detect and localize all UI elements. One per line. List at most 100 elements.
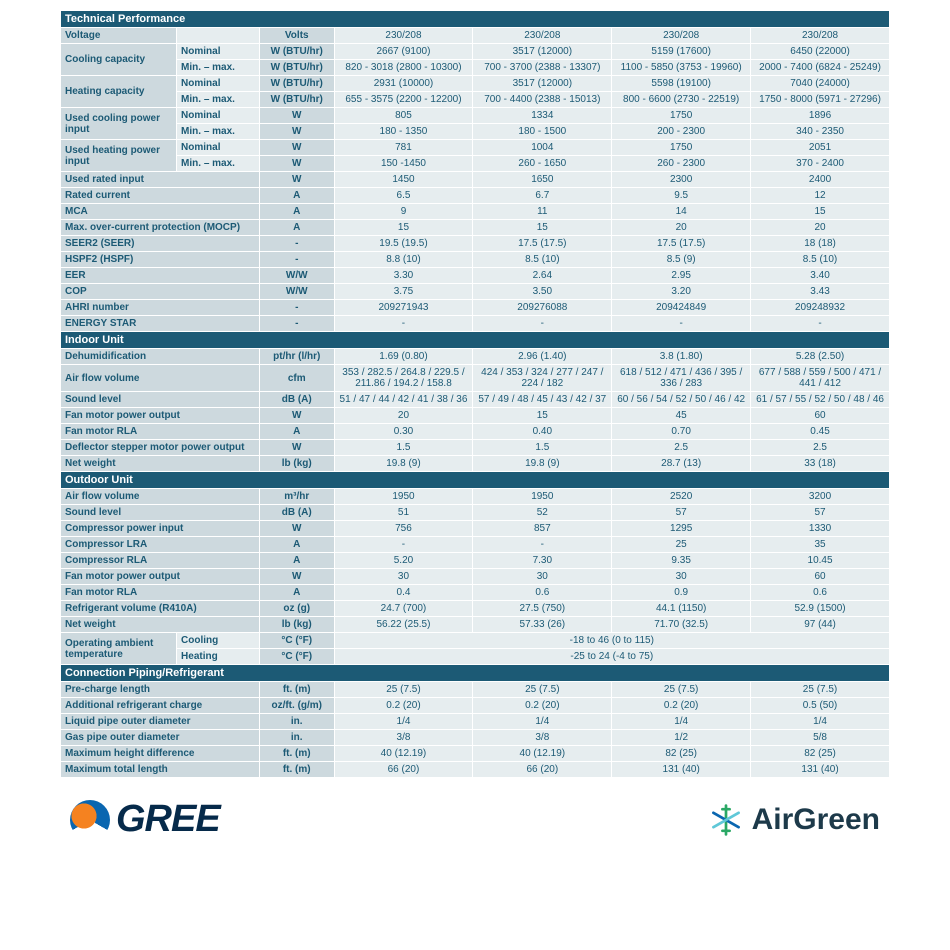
section-header-outdoor: Outdoor Unit [61,472,890,489]
airgreen-logo: AirGreen [708,802,880,838]
row-label: Additional refrigerant charge [61,698,260,714]
row-label: Maximum height difference [61,746,260,762]
row-val: 230/208 [473,28,612,44]
row-val: - [473,537,612,553]
row-val: 10.45 [751,553,890,569]
row-val: 0.40 [473,424,612,440]
row-unit: lb (kg) [259,617,334,633]
row-val: 61 / 57 / 55 / 52 / 50 / 48 / 46 [751,392,890,408]
row-unit: W [259,140,334,156]
gree-swoosh-icon [70,800,110,840]
row-val: 1896 [751,108,890,124]
row-val: 1/4 [751,714,890,730]
row-val: 2667 (9100) [334,44,473,60]
row-val: 1334 [473,108,612,124]
row-val: 44.1 (1150) [612,601,751,617]
row-unit: A [259,204,334,220]
row-val: - [334,537,473,553]
row-unit: W [259,108,334,124]
row-val: 618 / 512 / 471 / 436 / 395 / 336 / 283 [612,365,751,392]
row-sublabel: Min. – max. [177,156,260,172]
row-val: 150 -1450 [334,156,473,172]
row-val: 353 / 282.5 / 264.8 / 229.5 / 211.86 / 1… [334,365,473,392]
row-unit: ft. (m) [259,746,334,762]
row-val: 14 [612,204,751,220]
row-sublabel: Cooling [177,633,260,649]
row-val: 655 - 3575 (2200 - 12200) [334,92,473,108]
row-val: 8.8 (10) [334,252,473,268]
row-label: Compressor RLA [61,553,260,569]
row-val: 0.70 [612,424,751,440]
row-sublabel: Min. – max. [177,92,260,108]
row-val: 1450 [334,172,473,188]
row-val: 820 - 3018 (2800 - 10300) [334,60,473,76]
row-unit: W (BTU/hr) [259,76,334,92]
row-val: 57 / 49 / 48 / 45 / 43 / 42 / 37 [473,392,612,408]
row-label: Pre-charge length [61,682,260,698]
row-val: 0.2 (20) [334,698,473,714]
row-label: Net weight [61,456,260,472]
row-unit: - [259,252,334,268]
row-label: Air flow volume [61,489,260,505]
row-val: 0.4 [334,585,473,601]
row-val: 6450 (22000) [751,44,890,60]
row-val: 700 - 3700 (2388 - 13307) [473,60,612,76]
row-val: 0.2 (20) [612,698,751,714]
row-val: 9.5 [612,188,751,204]
row-val: 1.5 [473,440,612,456]
row-val: 52 [473,505,612,521]
row-val: 1750 [612,108,751,124]
row-val: 0.5 (50) [751,698,890,714]
row-val: 3/8 [334,730,473,746]
row-unit: W [259,440,334,456]
row-val: 19.5 (19.5) [334,236,473,252]
row-val: 3.75 [334,284,473,300]
row-val: 131 (40) [612,762,751,778]
row-unit: W [259,172,334,188]
row-label: Heating capacity [61,76,177,108]
row-unit: oz/ft. (g/m) [259,698,334,714]
row-val: 51 / 47 / 44 / 42 / 41 / 38 / 36 [334,392,473,408]
row-val: 66 (20) [334,762,473,778]
row-sublabel: Min. – max. [177,60,260,76]
row-val: 756 [334,521,473,537]
row-unit: W/W [259,284,334,300]
row-label: Fan motor RLA [61,585,260,601]
row-val: 9.35 [612,553,751,569]
row-unit: Volts [259,28,334,44]
row-sublabel: Nominal [177,76,260,92]
row-val: 260 - 2300 [612,156,751,172]
row-unit: A [259,188,334,204]
row-val: 800 - 6600 (2730 - 22519) [612,92,751,108]
section-header-piping: Connection Piping/Refrigerant [61,665,890,682]
row-val: 2300 [612,172,751,188]
row-val: 2931 (10000) [334,76,473,92]
row-unit: W [259,124,334,140]
row-val: 424 / 353 / 324 / 277 / 247 / 224 / 182 [473,365,612,392]
row-val: 11 [473,204,612,220]
row-val: 3.40 [751,268,890,284]
row-val: 6.7 [473,188,612,204]
row-val: 40 (12.19) [473,746,612,762]
row-val: 3517 (12000) [473,76,612,92]
row-val: 3.50 [473,284,612,300]
row-unit: A [259,537,334,553]
row-val: 260 - 1650 [473,156,612,172]
row-label: Operating ambient temperature [61,633,177,665]
row-val: 700 - 4400 (2388 - 15013) [473,92,612,108]
row-val: 3.30 [334,268,473,284]
row-label: AHRI number [61,300,260,316]
row-val: 1750 - 8000 (5971 - 27296) [751,92,890,108]
row-val: - [751,316,890,332]
row-label: MCA [61,204,260,220]
row-val: 1/2 [612,730,751,746]
row-unit: ft. (m) [259,682,334,698]
row-label: EER [61,268,260,284]
row-val: - [473,316,612,332]
row-val: 51 [334,505,473,521]
row-val: 20 [612,220,751,236]
row-val: 0.6 [473,585,612,601]
row-val: 33 (18) [751,456,890,472]
row-val: 1/4 [612,714,751,730]
row-val: 5.28 (2.50) [751,349,890,365]
